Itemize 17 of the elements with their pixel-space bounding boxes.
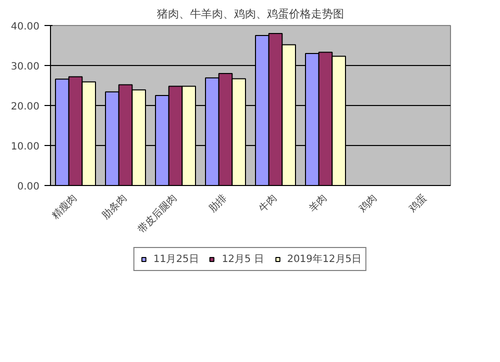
x-tick-label: 牛肉 [256, 192, 280, 215]
x-tick-label: 鸡肉 [356, 192, 380, 216]
x-tick-label: 羊肉 [306, 192, 330, 215]
legend-label: 2019年12月5日 [287, 253, 362, 266]
x-tick-label: 肋排 [206, 192, 230, 215]
chart-title: 猪肉、牛羊肉、鸡肉、鸡蛋价格走势图 [157, 8, 344, 20]
legend-label: 11月25日 [153, 253, 199, 266]
y-tick-label: 40.00 [10, 22, 40, 32]
y-tick-label: 30.00 [10, 62, 40, 72]
y-tick-label: 0.00 [17, 182, 40, 192]
y-tick-label: 10.00 [10, 142, 40, 152]
x-tick-label: 带皮后腿肉 [136, 192, 180, 236]
legend-label: 12月5 日 [222, 253, 264, 266]
y-tick-label: 20.00 [10, 102, 40, 112]
x-tick-label: 肋条肉 [100, 192, 130, 222]
x-tick-label: 鸡蛋 [406, 192, 430, 216]
x-tick-label: 精瘦肉 [50, 192, 80, 222]
